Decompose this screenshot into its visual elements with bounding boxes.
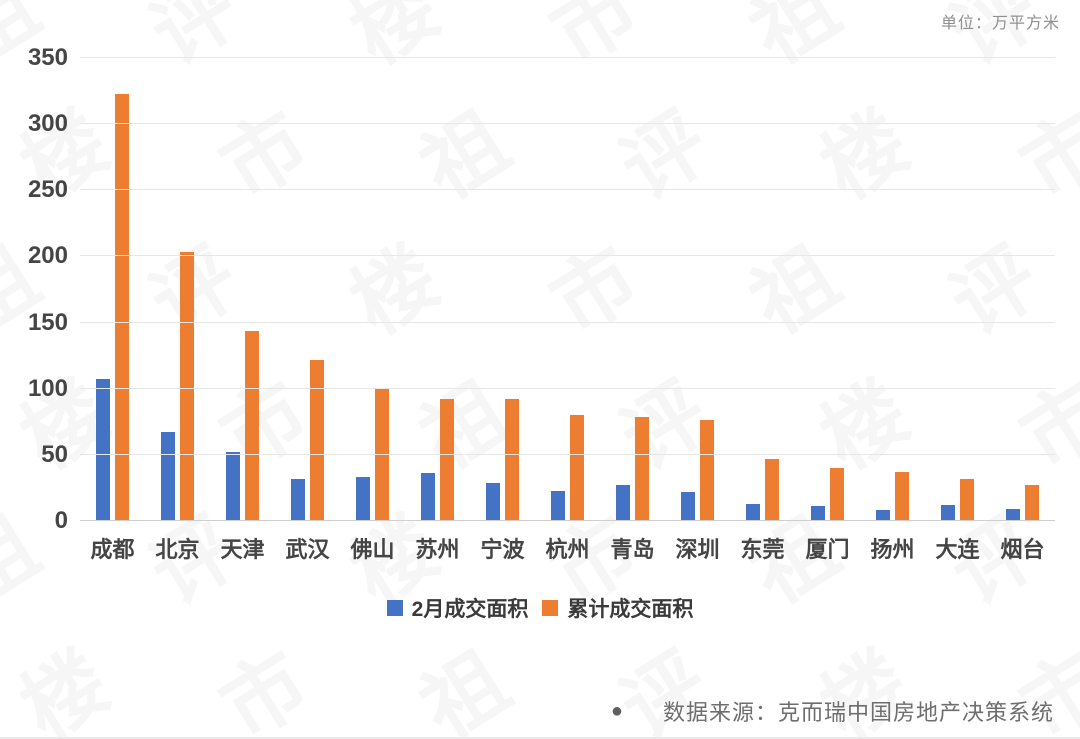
x-axis-label: 宁波 [480, 537, 525, 562]
bar-group [535, 58, 600, 521]
bar-group [925, 58, 990, 521]
x-axis-label: 大连 [935, 537, 980, 562]
bar-cumulative [765, 458, 779, 521]
x-axis-label: 深圳 [675, 537, 720, 562]
legend-label-cumulative: 累计成交面积 [567, 598, 694, 621]
bar-feb [876, 510, 890, 521]
legend-item-cumulative: 累计成交面积 [542, 593, 693, 623]
bar-cumulative [895, 472, 909, 521]
bar-feb [616, 485, 630, 521]
watermark-char: 祖 [406, 635, 525, 739]
bar-group [795, 58, 860, 521]
source-line: ● 数据来源：克而瑞中国房地产决策系统 [611, 695, 1054, 727]
legend-swatch-cumulative-icon [542, 600, 559, 616]
bar-feb [1006, 509, 1020, 521]
watermark-char: 市 [206, 635, 325, 739]
bar-group [990, 58, 1055, 521]
bar-groups [80, 58, 1055, 521]
bar-cumulative [505, 399, 519, 521]
bar-cumulative [830, 468, 844, 521]
bar-group [145, 58, 210, 521]
bar-group [210, 58, 275, 521]
bar-feb [96, 379, 110, 521]
x-axis-label: 武汉 [285, 537, 330, 562]
bar-group [470, 58, 535, 521]
gridline [80, 387, 1055, 389]
x-axis-label: 青岛 [610, 537, 655, 562]
y-tick-label: 150 [27, 308, 68, 336]
legend-label-feb: 2月成交面积 [411, 598, 529, 621]
plot-area [80, 57, 1055, 521]
bar-feb [681, 491, 695, 521]
gridline [80, 520, 1055, 521]
y-tick-label: 100 [27, 374, 68, 402]
bar-cumulative [310, 359, 324, 521]
unit-label: 单位：万平方米 [940, 15, 1060, 32]
bar-group [600, 58, 665, 521]
bar-feb [421, 473, 435, 521]
bar-cumulative [960, 478, 974, 521]
bar-feb [161, 432, 175, 521]
bar-group [275, 58, 340, 521]
bar-group [665, 58, 730, 521]
bar-cumulative [115, 93, 129, 521]
bar-group [730, 58, 795, 521]
watermark-char: 楼 [6, 635, 125, 739]
bar-feb [486, 482, 500, 521]
bar-feb [226, 452, 240, 521]
source-text: 数据来源：克而瑞中国房地产决策系统 [662, 700, 1054, 725]
bar-feb [356, 477, 370, 521]
bar-feb [551, 490, 565, 521]
x-axis-label: 成都 [90, 537, 135, 562]
legend-swatch-feb-icon [386, 600, 403, 616]
y-tick-label: 250 [27, 176, 68, 204]
gridline [80, 123, 1055, 125]
bar-feb [941, 505, 955, 521]
legend-item-feb: 2月成交面积 [386, 593, 529, 623]
bar-cumulative [440, 399, 454, 521]
gridline [80, 57, 1055, 58]
y-axis: 0 50 100 150 200 250 300 350 [0, 44, 68, 534]
bar-feb [811, 506, 825, 521]
bar-feb [291, 478, 305, 521]
x-axis-label: 杭州 [545, 537, 590, 562]
y-tick-label: 50 [41, 440, 68, 468]
bar-cumulative [245, 330, 259, 521]
gridline [80, 189, 1055, 191]
x-axis-label: 扬州 [870, 537, 915, 562]
bar-cumulative [570, 415, 584, 521]
y-tick-label: 300 [27, 110, 68, 138]
y-tick-label: 350 [27, 44, 68, 71]
bar-group [340, 58, 405, 521]
bar-feb [746, 503, 760, 521]
bullet-icon: ● [610, 700, 623, 722]
x-axis-label: 天津 [220, 537, 265, 562]
bar-cumulative [375, 388, 389, 521]
bar-group [80, 58, 145, 521]
x-axis-labels: 成都 北京 天津 武汉 佛山 苏州 宁波 杭州 青岛 深圳 东莞 厦门 扬州 大连 烟台 [80, 532, 1055, 564]
bar-cumulative [700, 420, 714, 521]
x-axis-label: 东莞 [740, 537, 785, 562]
bar-group [860, 58, 925, 521]
y-tick-label: 200 [27, 242, 68, 270]
legend: 2月成交面积 累计成交面积 [0, 593, 1080, 623]
bar-cumulative [1025, 485, 1039, 521]
gridline [80, 255, 1055, 257]
gridline [80, 321, 1055, 323]
gridline [80, 453, 1055, 455]
bar-cumulative [635, 416, 649, 521]
x-axis-label: 佛山 [350, 537, 395, 562]
y-tick-label: 0 [54, 507, 68, 534]
x-axis-label: 苏州 [415, 537, 460, 562]
x-axis-label: 厦门 [805, 537, 850, 562]
bar-group [405, 58, 470, 521]
x-axis-label: 烟台 [1000, 537, 1045, 562]
x-axis-label: 北京 [155, 537, 200, 562]
